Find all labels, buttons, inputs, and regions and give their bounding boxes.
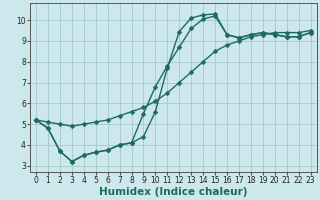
X-axis label: Humidex (Indice chaleur): Humidex (Indice chaleur)	[99, 187, 248, 197]
